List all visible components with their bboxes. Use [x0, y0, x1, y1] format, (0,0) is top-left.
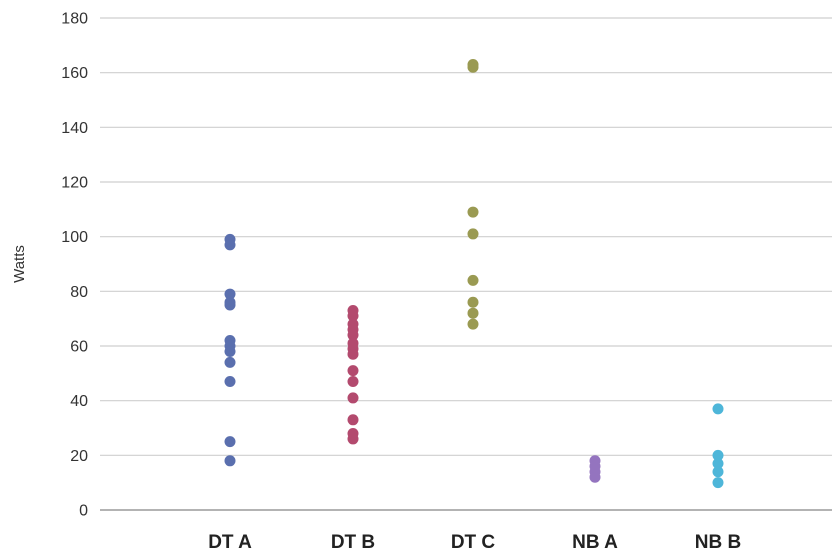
- y-tick-label: 80: [70, 284, 88, 301]
- y-tick-label: 0: [79, 503, 88, 520]
- x-category-label: DT C: [451, 532, 496, 553]
- series-dt-c: [467, 58, 479, 330]
- data-point: [224, 376, 236, 388]
- grid-lines: [100, 17, 832, 456]
- data-point: [224, 239, 236, 251]
- y-tick-label: 100: [61, 229, 88, 246]
- data-point: [712, 477, 724, 489]
- y-tick-label: 20: [70, 448, 88, 465]
- data-point: [347, 414, 359, 426]
- series-nb-b: [712, 403, 724, 489]
- data-point: [467, 61, 479, 73]
- data-point: [347, 433, 359, 445]
- data-point: [712, 466, 724, 478]
- y-tick-label: 180: [61, 11, 88, 28]
- data-point: [467, 307, 479, 319]
- data-point: [712, 449, 724, 461]
- y-tick-label: 140: [61, 120, 88, 137]
- data-point: [467, 206, 479, 218]
- x-category-label: NB B: [695, 532, 741, 553]
- data-point: [224, 345, 236, 357]
- x-category-label: DT B: [331, 532, 375, 553]
- data-point: [467, 228, 479, 240]
- data-point: [224, 288, 236, 300]
- x-axis-categories: DT A DT B DT C NB A NB B: [208, 532, 741, 553]
- series-dt-a: [224, 233, 236, 467]
- data-point: [224, 436, 236, 448]
- data-point: [224, 455, 236, 467]
- data-point: [712, 458, 724, 470]
- data-point: [347, 365, 359, 377]
- series-dt-b: [347, 304, 359, 445]
- data-point: [712, 403, 724, 415]
- y-tick-label: 120: [61, 175, 88, 192]
- data-point: [467, 296, 479, 308]
- data-point: [224, 356, 236, 368]
- data-point: [347, 392, 359, 404]
- data-point: [224, 299, 236, 311]
- series-nb-a: [589, 455, 601, 483]
- x-category-label: DT A: [208, 532, 252, 553]
- data-point: [589, 471, 601, 483]
- y-tick-label: 160: [61, 65, 88, 82]
- y-tick-label: 40: [70, 393, 88, 410]
- data-point: [467, 318, 479, 330]
- data-points: [224, 58, 724, 489]
- data-point: [347, 376, 359, 388]
- data-point: [347, 348, 359, 360]
- y-axis-ticks: 0 20 40 60 80 100 120 140 160 180: [61, 11, 88, 520]
- data-point: [347, 329, 359, 341]
- y-axis-title: Watts: [11, 245, 28, 283]
- x-category-label: NB A: [572, 532, 618, 553]
- data-point: [347, 310, 359, 322]
- y-tick-label: 60: [70, 339, 88, 356]
- data-point: [467, 274, 479, 286]
